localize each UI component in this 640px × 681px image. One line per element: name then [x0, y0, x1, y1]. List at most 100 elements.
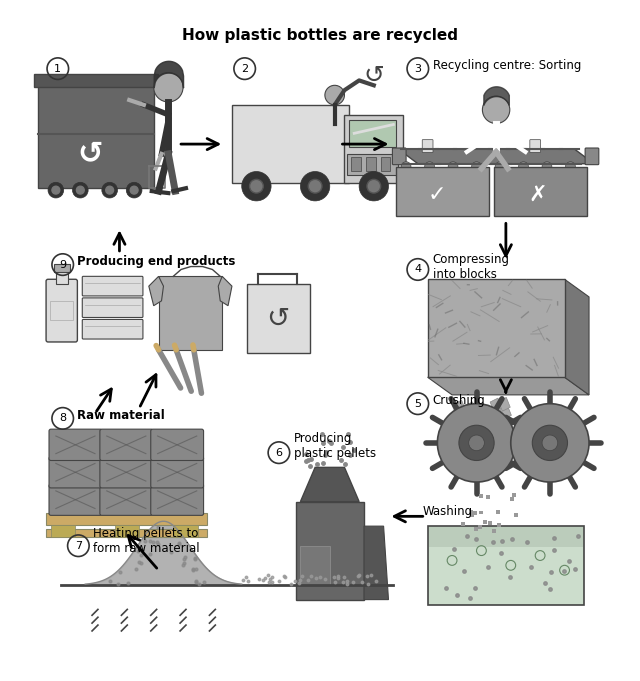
FancyBboxPatch shape	[486, 494, 490, 498]
Circle shape	[459, 425, 494, 460]
FancyBboxPatch shape	[38, 80, 154, 188]
FancyBboxPatch shape	[232, 105, 349, 183]
FancyBboxPatch shape	[429, 527, 583, 547]
Text: How plastic bottles are recycled: How plastic bottles are recycled	[182, 29, 458, 44]
FancyBboxPatch shape	[46, 279, 77, 342]
FancyBboxPatch shape	[49, 456, 102, 488]
Circle shape	[48, 183, 64, 198]
Circle shape	[359, 172, 388, 201]
Polygon shape	[468, 422, 479, 435]
Circle shape	[76, 186, 84, 194]
Circle shape	[495, 161, 505, 172]
FancyBboxPatch shape	[366, 157, 376, 170]
Circle shape	[542, 161, 552, 172]
FancyBboxPatch shape	[494, 167, 587, 216]
Circle shape	[130, 186, 138, 194]
FancyBboxPatch shape	[483, 520, 486, 524]
FancyBboxPatch shape	[46, 529, 207, 537]
Circle shape	[511, 404, 589, 482]
FancyBboxPatch shape	[381, 157, 390, 170]
FancyBboxPatch shape	[151, 429, 204, 460]
FancyBboxPatch shape	[100, 484, 153, 516]
FancyBboxPatch shape	[159, 276, 222, 350]
Polygon shape	[428, 377, 589, 395]
Circle shape	[483, 96, 510, 123]
FancyBboxPatch shape	[396, 167, 489, 216]
FancyBboxPatch shape	[351, 157, 361, 170]
Circle shape	[401, 161, 411, 172]
Text: ✓: ✓	[428, 185, 447, 205]
Text: ↺: ↺	[266, 304, 289, 332]
Polygon shape	[452, 402, 464, 416]
Circle shape	[425, 161, 435, 172]
Polygon shape	[500, 405, 511, 419]
FancyBboxPatch shape	[246, 284, 310, 353]
FancyBboxPatch shape	[474, 528, 478, 531]
Polygon shape	[564, 279, 589, 395]
FancyBboxPatch shape	[479, 524, 483, 528]
Text: Crushing: Crushing	[433, 394, 485, 407]
FancyBboxPatch shape	[511, 493, 516, 496]
FancyBboxPatch shape	[100, 456, 153, 488]
FancyBboxPatch shape	[392, 148, 406, 165]
Text: 7: 7	[75, 541, 82, 551]
Circle shape	[300, 172, 330, 201]
Circle shape	[468, 435, 484, 451]
FancyBboxPatch shape	[428, 526, 584, 605]
Circle shape	[72, 183, 88, 198]
Polygon shape	[300, 467, 359, 502]
Circle shape	[242, 172, 271, 201]
Polygon shape	[398, 149, 594, 163]
Circle shape	[154, 73, 183, 102]
Text: Heating pellets to
form raw material: Heating pellets to form raw material	[93, 527, 200, 555]
Circle shape	[472, 161, 481, 172]
FancyBboxPatch shape	[50, 301, 74, 321]
FancyBboxPatch shape	[173, 525, 198, 537]
FancyBboxPatch shape	[497, 523, 500, 527]
Circle shape	[126, 183, 142, 198]
Text: 3: 3	[414, 63, 421, 74]
FancyBboxPatch shape	[296, 502, 364, 599]
Text: Recycling centre: Sorting: Recycling centre: Sorting	[433, 59, 581, 72]
FancyBboxPatch shape	[349, 120, 396, 147]
Polygon shape	[482, 417, 493, 430]
Text: Producing end products: Producing end products	[77, 255, 236, 268]
FancyBboxPatch shape	[83, 298, 143, 317]
Text: 5: 5	[414, 398, 421, 409]
Circle shape	[518, 161, 529, 172]
Polygon shape	[492, 423, 504, 437]
FancyBboxPatch shape	[585, 148, 599, 165]
Circle shape	[542, 435, 557, 451]
FancyBboxPatch shape	[49, 429, 102, 460]
Text: 6: 6	[275, 447, 282, 458]
FancyBboxPatch shape	[469, 511, 473, 515]
Polygon shape	[499, 398, 510, 411]
Polygon shape	[483, 415, 495, 428]
FancyBboxPatch shape	[488, 521, 492, 525]
FancyBboxPatch shape	[428, 279, 564, 377]
FancyBboxPatch shape	[49, 484, 102, 516]
FancyBboxPatch shape	[496, 510, 500, 514]
Polygon shape	[465, 402, 476, 415]
Text: 9: 9	[59, 259, 67, 270]
FancyBboxPatch shape	[422, 140, 433, 153]
FancyBboxPatch shape	[83, 319, 143, 339]
FancyBboxPatch shape	[492, 529, 496, 533]
FancyBboxPatch shape	[479, 494, 483, 498]
Circle shape	[566, 161, 575, 172]
FancyBboxPatch shape	[100, 429, 153, 460]
Text: Compressing
into blocks: Compressing into blocks	[433, 253, 509, 281]
Circle shape	[367, 179, 381, 193]
FancyBboxPatch shape	[115, 525, 139, 537]
FancyBboxPatch shape	[83, 276, 143, 296]
FancyBboxPatch shape	[479, 511, 483, 514]
FancyBboxPatch shape	[461, 522, 465, 526]
Circle shape	[448, 161, 458, 172]
Circle shape	[106, 186, 113, 194]
FancyBboxPatch shape	[46, 513, 207, 525]
Text: 1: 1	[54, 63, 61, 74]
Circle shape	[532, 425, 568, 460]
FancyBboxPatch shape	[151, 484, 204, 516]
Text: Raw material: Raw material	[77, 409, 165, 422]
FancyBboxPatch shape	[151, 456, 204, 488]
